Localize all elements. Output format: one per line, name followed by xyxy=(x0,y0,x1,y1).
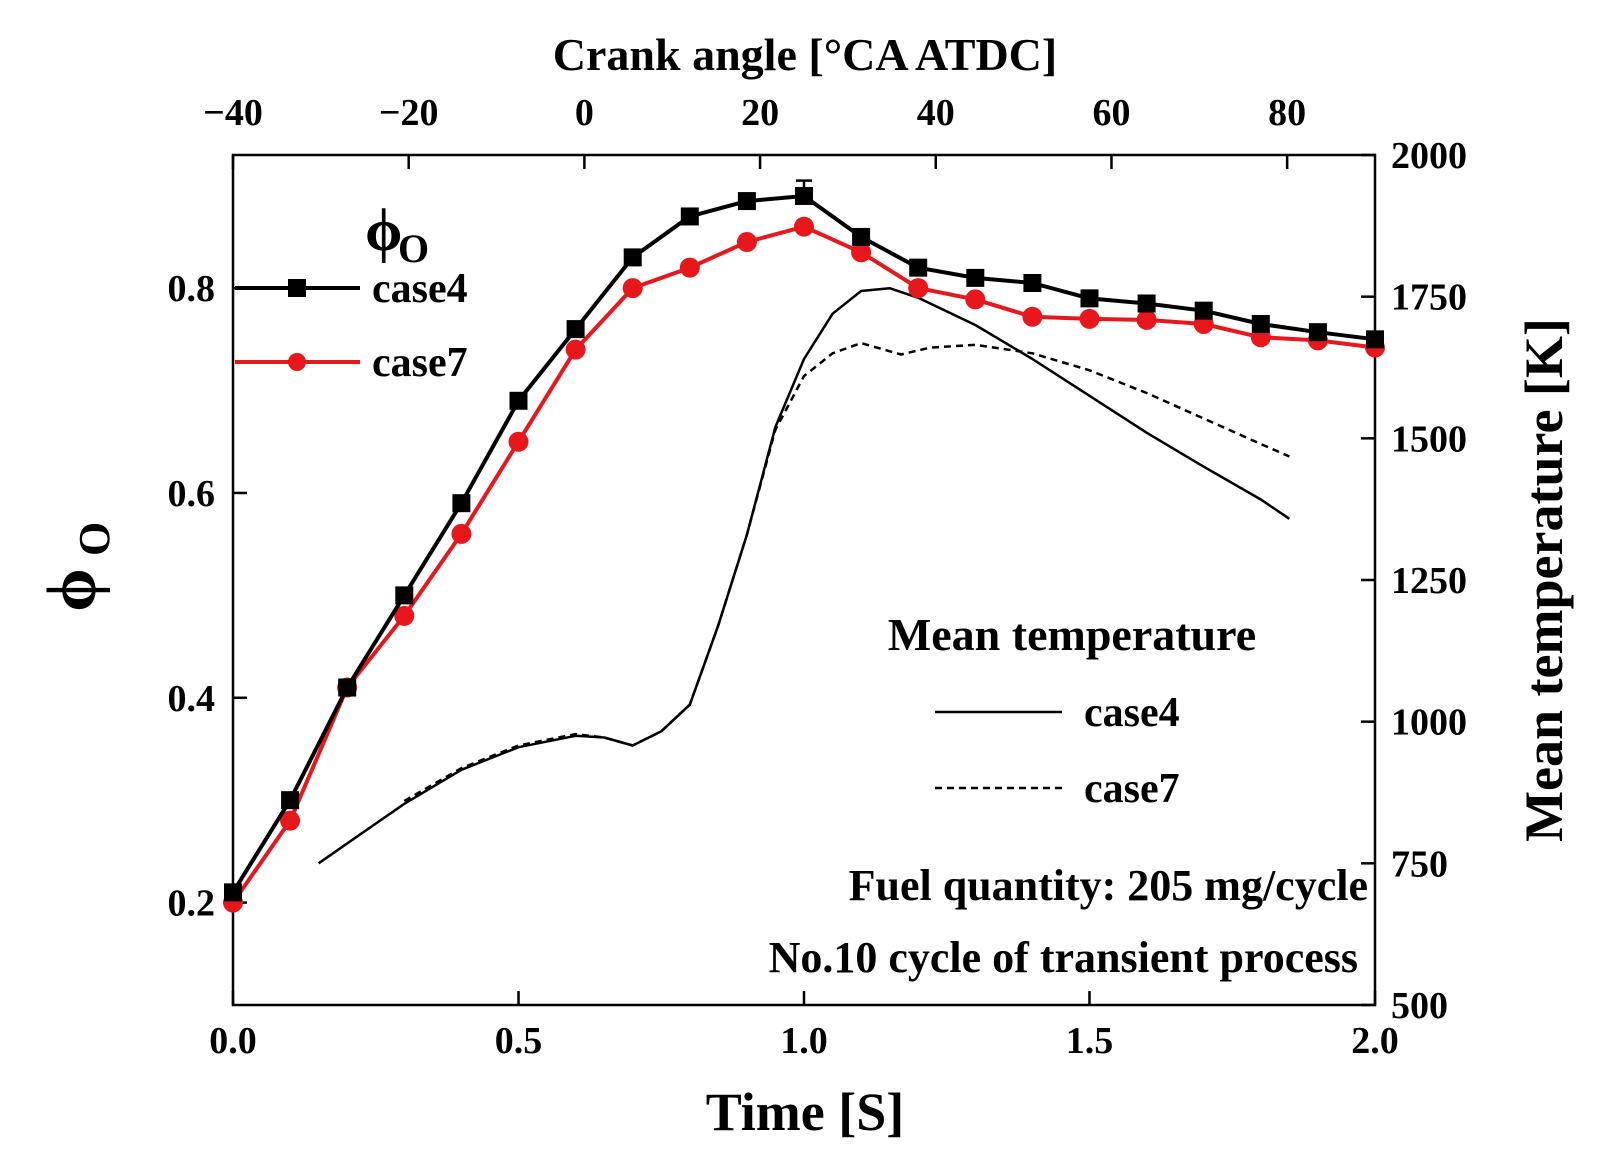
phi-point-case7 xyxy=(908,278,929,299)
x-tick-label: 0.0 xyxy=(209,1020,257,1062)
annotation-fuel: Fuel quantity: 205 mg/cycle xyxy=(849,861,1368,910)
phi-point-case7 xyxy=(622,278,643,299)
phi-point-case4 xyxy=(566,320,585,339)
y-axis-title-symbol: ϕ xyxy=(34,568,111,612)
top-tick-label: −40 xyxy=(203,92,263,134)
y-axis-title: ϕ O xyxy=(34,522,119,612)
phi-point-case4 xyxy=(1194,301,1213,320)
top-tick-label: 20 xyxy=(741,92,779,134)
phi-point-case7 xyxy=(280,810,301,831)
phi-point-case4 xyxy=(338,678,357,697)
x-tick-label: 1.0 xyxy=(780,1020,828,1062)
phi-point-case4 xyxy=(1023,274,1042,293)
y2-tick-label: 750 xyxy=(1391,843,1448,885)
top-x-axis-title: Crank angle [°CA ATDC] xyxy=(553,29,1057,80)
phi-point-case4 xyxy=(737,192,756,211)
y2-tick-label: 1250 xyxy=(1391,560,1467,602)
phi-point-case4 xyxy=(909,258,928,277)
y2-tick-label: 500 xyxy=(1391,985,1448,1027)
legend-phi-title: ϕ xyxy=(365,197,402,263)
legend-phi-case4-label: case4 xyxy=(372,266,468,312)
temperature-lines xyxy=(317,286,1291,865)
phi-point-case7 xyxy=(451,523,472,544)
phi-point-case4 xyxy=(452,494,471,513)
phi-point-case7 xyxy=(965,289,986,310)
tick-labels: 0.0 0.5 1.0 1.5 2.0 −40 −20 0 20 40 60 80 0.2 0.4 0.6 0… xyxy=(168,92,1468,1062)
top-tick-label: −20 xyxy=(379,92,439,134)
phi-point-case4 xyxy=(509,391,528,410)
temperature-line-case4 xyxy=(317,286,1291,865)
temperature-line-case7 xyxy=(403,341,1290,803)
y2-tick-label: 2000 xyxy=(1391,135,1467,177)
x-tick-label: 0.5 xyxy=(495,1020,543,1062)
phi-point-case4 xyxy=(966,268,985,287)
top-tick-label: 80 xyxy=(1268,92,1306,134)
legend-phi-case7-label: case7 xyxy=(372,340,468,386)
y2-tick-label: 1000 xyxy=(1391,702,1467,744)
phi-point-case7 xyxy=(794,216,814,237)
phi-point-case7 xyxy=(851,242,872,263)
phi-point-case4 xyxy=(395,586,414,605)
y2-tick-label: 1750 xyxy=(1391,277,1467,319)
y-tick-label: 0.2 xyxy=(168,883,216,925)
legend-phi: ϕ O case4 case7 xyxy=(235,197,468,386)
phi-point-case7 xyxy=(1079,308,1100,329)
phi-point-case4 xyxy=(852,227,871,246)
phi-point-case4 xyxy=(1137,294,1156,313)
y-tick-label: 0.4 xyxy=(168,678,216,720)
legend-phi-title-sub: O xyxy=(398,226,429,271)
phi-series xyxy=(223,179,1385,913)
phi-point-case4 xyxy=(680,207,699,226)
phi-point-case4 xyxy=(623,248,642,267)
phi-point-case7 xyxy=(1022,306,1043,327)
phi-point-case4 xyxy=(224,883,242,902)
phi-point-case7 xyxy=(679,257,700,278)
phi-point-case7 xyxy=(394,605,415,626)
annotation-cycle: No.10 cycle of transient process xyxy=(769,933,1358,982)
y-axis-title-subscript: O xyxy=(70,522,119,556)
legend-temp-case7-label: case7 xyxy=(1084,766,1180,812)
legend-temp: Mean temperature case4 case7 xyxy=(888,609,1256,812)
phi-point-case7 xyxy=(1136,309,1157,330)
x-axis-title: Time [S] xyxy=(706,1082,905,1142)
phi-point-case7 xyxy=(736,232,757,253)
phi-point-case4 xyxy=(1080,289,1099,308)
legend-temp-title: Mean temperature xyxy=(888,609,1256,660)
phi-point-case4 xyxy=(1308,323,1327,342)
y-tick-label: 0.6 xyxy=(168,473,216,515)
y-tick-label: 0.8 xyxy=(168,268,216,310)
x-tick-label: 2.0 xyxy=(1351,1020,1399,1062)
y2-tick-label: 1500 xyxy=(1391,418,1467,460)
top-tick-label: 0 xyxy=(575,92,594,134)
y2-axis-title: Mean temperature [K] xyxy=(1514,318,1574,842)
x-tick-label: 1.5 xyxy=(1066,1020,1114,1062)
phi-point-case7 xyxy=(565,339,586,360)
top-tick-label: 60 xyxy=(1092,92,1130,134)
legend-phi-case7-marker xyxy=(288,353,306,371)
phi-point-case4 xyxy=(1366,330,1384,349)
phi-point-case4 xyxy=(1251,314,1270,333)
legend-temp-case4-label: case4 xyxy=(1084,690,1180,736)
legend-phi-case4-marker xyxy=(288,279,306,297)
phi-point-case4 xyxy=(281,791,300,810)
phi-point-case7 xyxy=(508,431,529,452)
top-tick-label: 40 xyxy=(917,92,955,134)
